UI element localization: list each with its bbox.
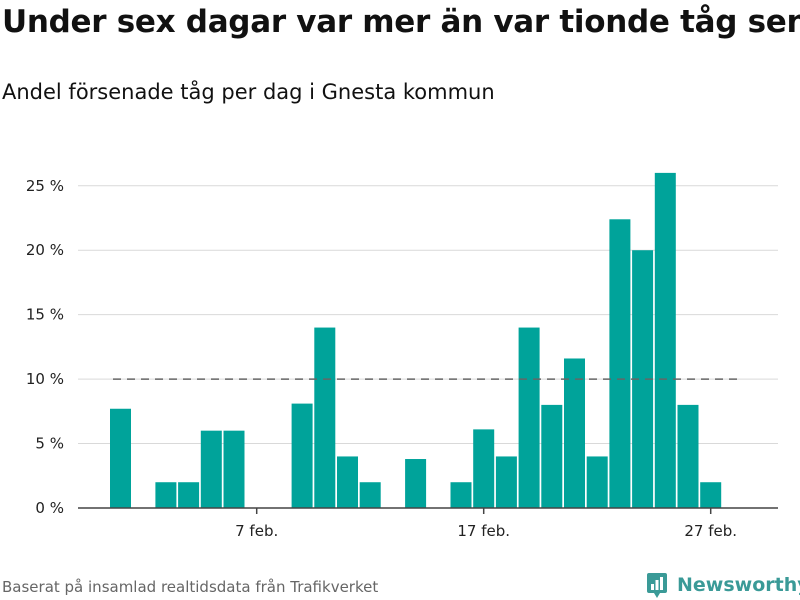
bar-chart-icon	[647, 573, 667, 598]
bar	[586, 456, 608, 508]
bar	[541, 404, 563, 508]
y-tick-label: 10 %	[26, 370, 64, 388]
y-tick-label: 25 %	[26, 177, 64, 195]
bar	[700, 482, 722, 508]
x-ticks: 7 feb. 17 feb. 27 feb.	[78, 507, 778, 540]
bar	[405, 459, 427, 508]
bar	[155, 482, 177, 508]
chart-title: Under sex dagar var mer än var tionde tå…	[2, 4, 800, 40]
bar	[200, 430, 222, 508]
bars	[110, 172, 722, 509]
bar	[450, 482, 472, 508]
y-tick-label: 5 %	[35, 435, 64, 453]
source-note: Baserat på insamlad realtidsdata från Tr…	[2, 578, 379, 596]
x-tick-label: 17 feb.	[457, 522, 510, 540]
x-tick-label: 7 feb.	[235, 522, 278, 540]
chart-subtitle: Andel försenade tåg per dag i Gnesta kom…	[2, 80, 495, 104]
bar	[632, 250, 654, 508]
bar	[110, 408, 131, 508]
bar	[337, 456, 358, 508]
bar	[609, 219, 631, 509]
bar	[359, 482, 381, 508]
bar	[564, 358, 585, 508]
y-tick-label: 20 %	[26, 241, 64, 259]
bar	[314, 327, 336, 508]
y-tick-label: 15 %	[26, 306, 64, 324]
x-tick-label: 27 feb.	[684, 522, 737, 540]
y-tick-label: 0 %	[35, 499, 64, 517]
bar	[495, 456, 517, 508]
bar	[223, 430, 245, 508]
newsworthy-logo: Newsworthy	[645, 570, 800, 600]
bar	[654, 172, 676, 508]
bar	[677, 404, 699, 508]
logo-text: Newsworthy	[677, 574, 800, 596]
bar	[518, 327, 540, 508]
bar	[291, 403, 313, 508]
bar	[473, 429, 495, 508]
bar	[178, 482, 200, 508]
